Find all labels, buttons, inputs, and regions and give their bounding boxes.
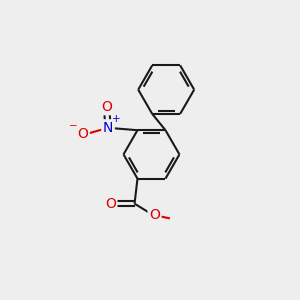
Text: O: O — [77, 127, 88, 141]
Text: O: O — [149, 208, 160, 222]
Text: O: O — [101, 100, 112, 114]
Text: N: N — [103, 121, 113, 135]
Text: +: + — [112, 114, 121, 124]
Text: −: − — [69, 121, 78, 131]
Text: O: O — [105, 197, 116, 211]
